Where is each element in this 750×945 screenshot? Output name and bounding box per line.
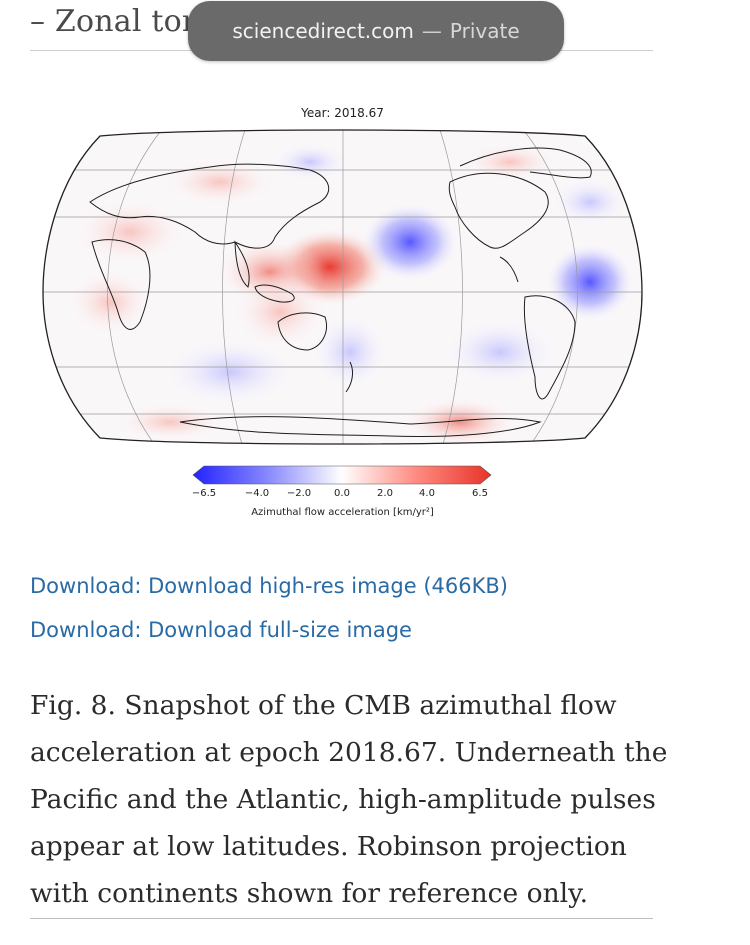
browser-address-pill[interactable]: sciencedirect.com — Private bbox=[188, 1, 564, 61]
robinson-map bbox=[42, 129, 643, 445]
continent-outlines bbox=[89, 147, 592, 437]
section-heading: – Zonal toro bbox=[30, 4, 215, 39]
download-high-res-link[interactable]: Download: Download high-res image (466KB… bbox=[30, 574, 508, 598]
flow-field bbox=[43, 130, 642, 444]
caption-line: acceleration at epoch 2018.67. Underneat… bbox=[30, 737, 668, 768]
colorbar-tick: 2.0 bbox=[377, 488, 393, 499]
caption-line: Fig. 8. Snapshot of the CMB azimuthal fl… bbox=[30, 690, 617, 721]
download-full-size-link[interactable]: Download: Download full-size image bbox=[30, 618, 412, 642]
caption-divider bbox=[30, 918, 653, 919]
colorbar-tick: 6.5 bbox=[472, 488, 488, 499]
colorbar-tick: −6.5 bbox=[191, 488, 217, 499]
caption-line: Pacific and the Atlantic, high-amplitude… bbox=[30, 784, 656, 815]
colorbar-tick: 4.0 bbox=[419, 488, 435, 499]
private-mode-label: Private bbox=[449, 19, 520, 43]
colorbar bbox=[192, 465, 492, 485]
map-outline bbox=[42, 129, 643, 445]
colorbar-ticks: −6.5 −4.0 −2.0 0.0 2.0 4.0 6.5 bbox=[192, 488, 488, 504]
separator: — bbox=[421, 19, 442, 43]
figure-title: Year: 2018.67 bbox=[301, 106, 384, 120]
figure-image[interactable]: Year: 2018.67 bbox=[30, 100, 655, 525]
colorbar-label: Azimuthal flow acceleration [km/yr²] bbox=[251, 507, 434, 518]
colorbar-tick: 0.0 bbox=[334, 488, 350, 499]
caption-line: appear at low latitudes. Robinson projec… bbox=[30, 831, 627, 862]
domain-label: sciencedirect.com bbox=[232, 19, 414, 43]
colorbar-tick: −2.0 bbox=[286, 488, 312, 499]
colorbar-tick: −4.0 bbox=[244, 488, 270, 499]
figure-caption: Fig. 8. Snapshot of the CMB azimuthal fl… bbox=[30, 682, 670, 917]
graticule bbox=[43, 130, 642, 444]
caption-line: with continents shown for reference only… bbox=[30, 878, 589, 909]
